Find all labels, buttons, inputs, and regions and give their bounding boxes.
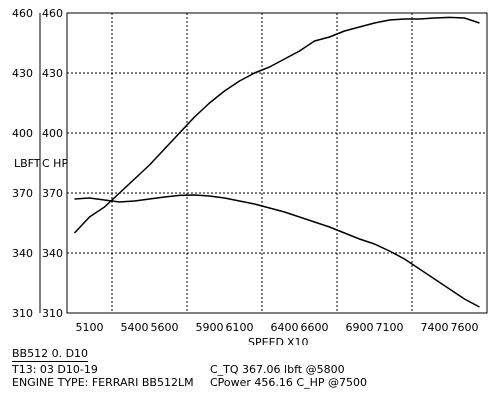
- x-tick-label: 6400: [271, 321, 299, 334]
- x-tick-label: 6900: [346, 321, 374, 334]
- y-axis-label-left: LBFT: [14, 157, 41, 170]
- y-tick-label-left: 370: [12, 187, 33, 200]
- x-tick-label: 6100: [226, 321, 254, 334]
- x-tick-label: 6600: [301, 321, 329, 334]
- y-tick-label-right: 400: [42, 127, 63, 140]
- series-layer: [73, 16, 480, 308]
- chart-svg: 310 310 340 340 370 370 400 400 430 430 460 460 510…: [12, 7, 488, 345]
- x-tick-label: 5600: [151, 321, 179, 334]
- x-tick-label: 7100: [376, 321, 404, 334]
- plot-frame: [66, 12, 488, 314]
- x-tick-label: 7600: [451, 321, 479, 334]
- y-tick-label-right: 370: [42, 187, 63, 200]
- y-tick-label-left: 340: [12, 247, 33, 260]
- test-info-line: T13: 03 D10-19: [12, 363, 98, 376]
- y-tick-label-right: 460: [42, 7, 63, 20]
- x-tick-label: 5400: [121, 321, 149, 334]
- test-id-title: BB512 0. D10: [12, 347, 89, 362]
- y-axis-label-right: C HP: [42, 157, 68, 170]
- x-axis-label: SPEED: [248, 336, 284, 345]
- torque-summary: C_TQ 367.06 lbft @5800: [210, 363, 345, 376]
- series-line-power: [73, 16, 480, 234]
- y-tick-label-right: 430: [42, 67, 63, 80]
- series-line-torque: [74, 194, 480, 308]
- y-tick-label-left: 400: [12, 127, 33, 140]
- x-tick-label: 7400: [421, 321, 449, 334]
- y-tick-label-right: 310: [42, 307, 63, 320]
- y-tick-label-left: 460: [12, 7, 33, 20]
- engine-type-line: ENGINE TYPE: FERRARI BB512LM: [12, 376, 194, 389]
- y-tick-label-left: 430: [12, 67, 33, 80]
- power-summary: CPower 456.16 C_HP @7500: [210, 376, 367, 389]
- y-tick-label-left: 310: [12, 307, 33, 320]
- y-tick-label-right: 340: [42, 247, 63, 260]
- grid-lines: [67, 13, 487, 313]
- y-tick-labels: 310 310 340 340 370 370 400 400 430 430 460 460: [12, 7, 63, 320]
- x-tick-label: 5900: [196, 321, 224, 334]
- x-axis-unit: X10: [287, 336, 309, 345]
- x-tick-labels: 5100 5400 5600 5900 6100 6400 6600 6900 7100 7400…: [76, 321, 479, 334]
- x-tick-label: 5100: [76, 321, 104, 334]
